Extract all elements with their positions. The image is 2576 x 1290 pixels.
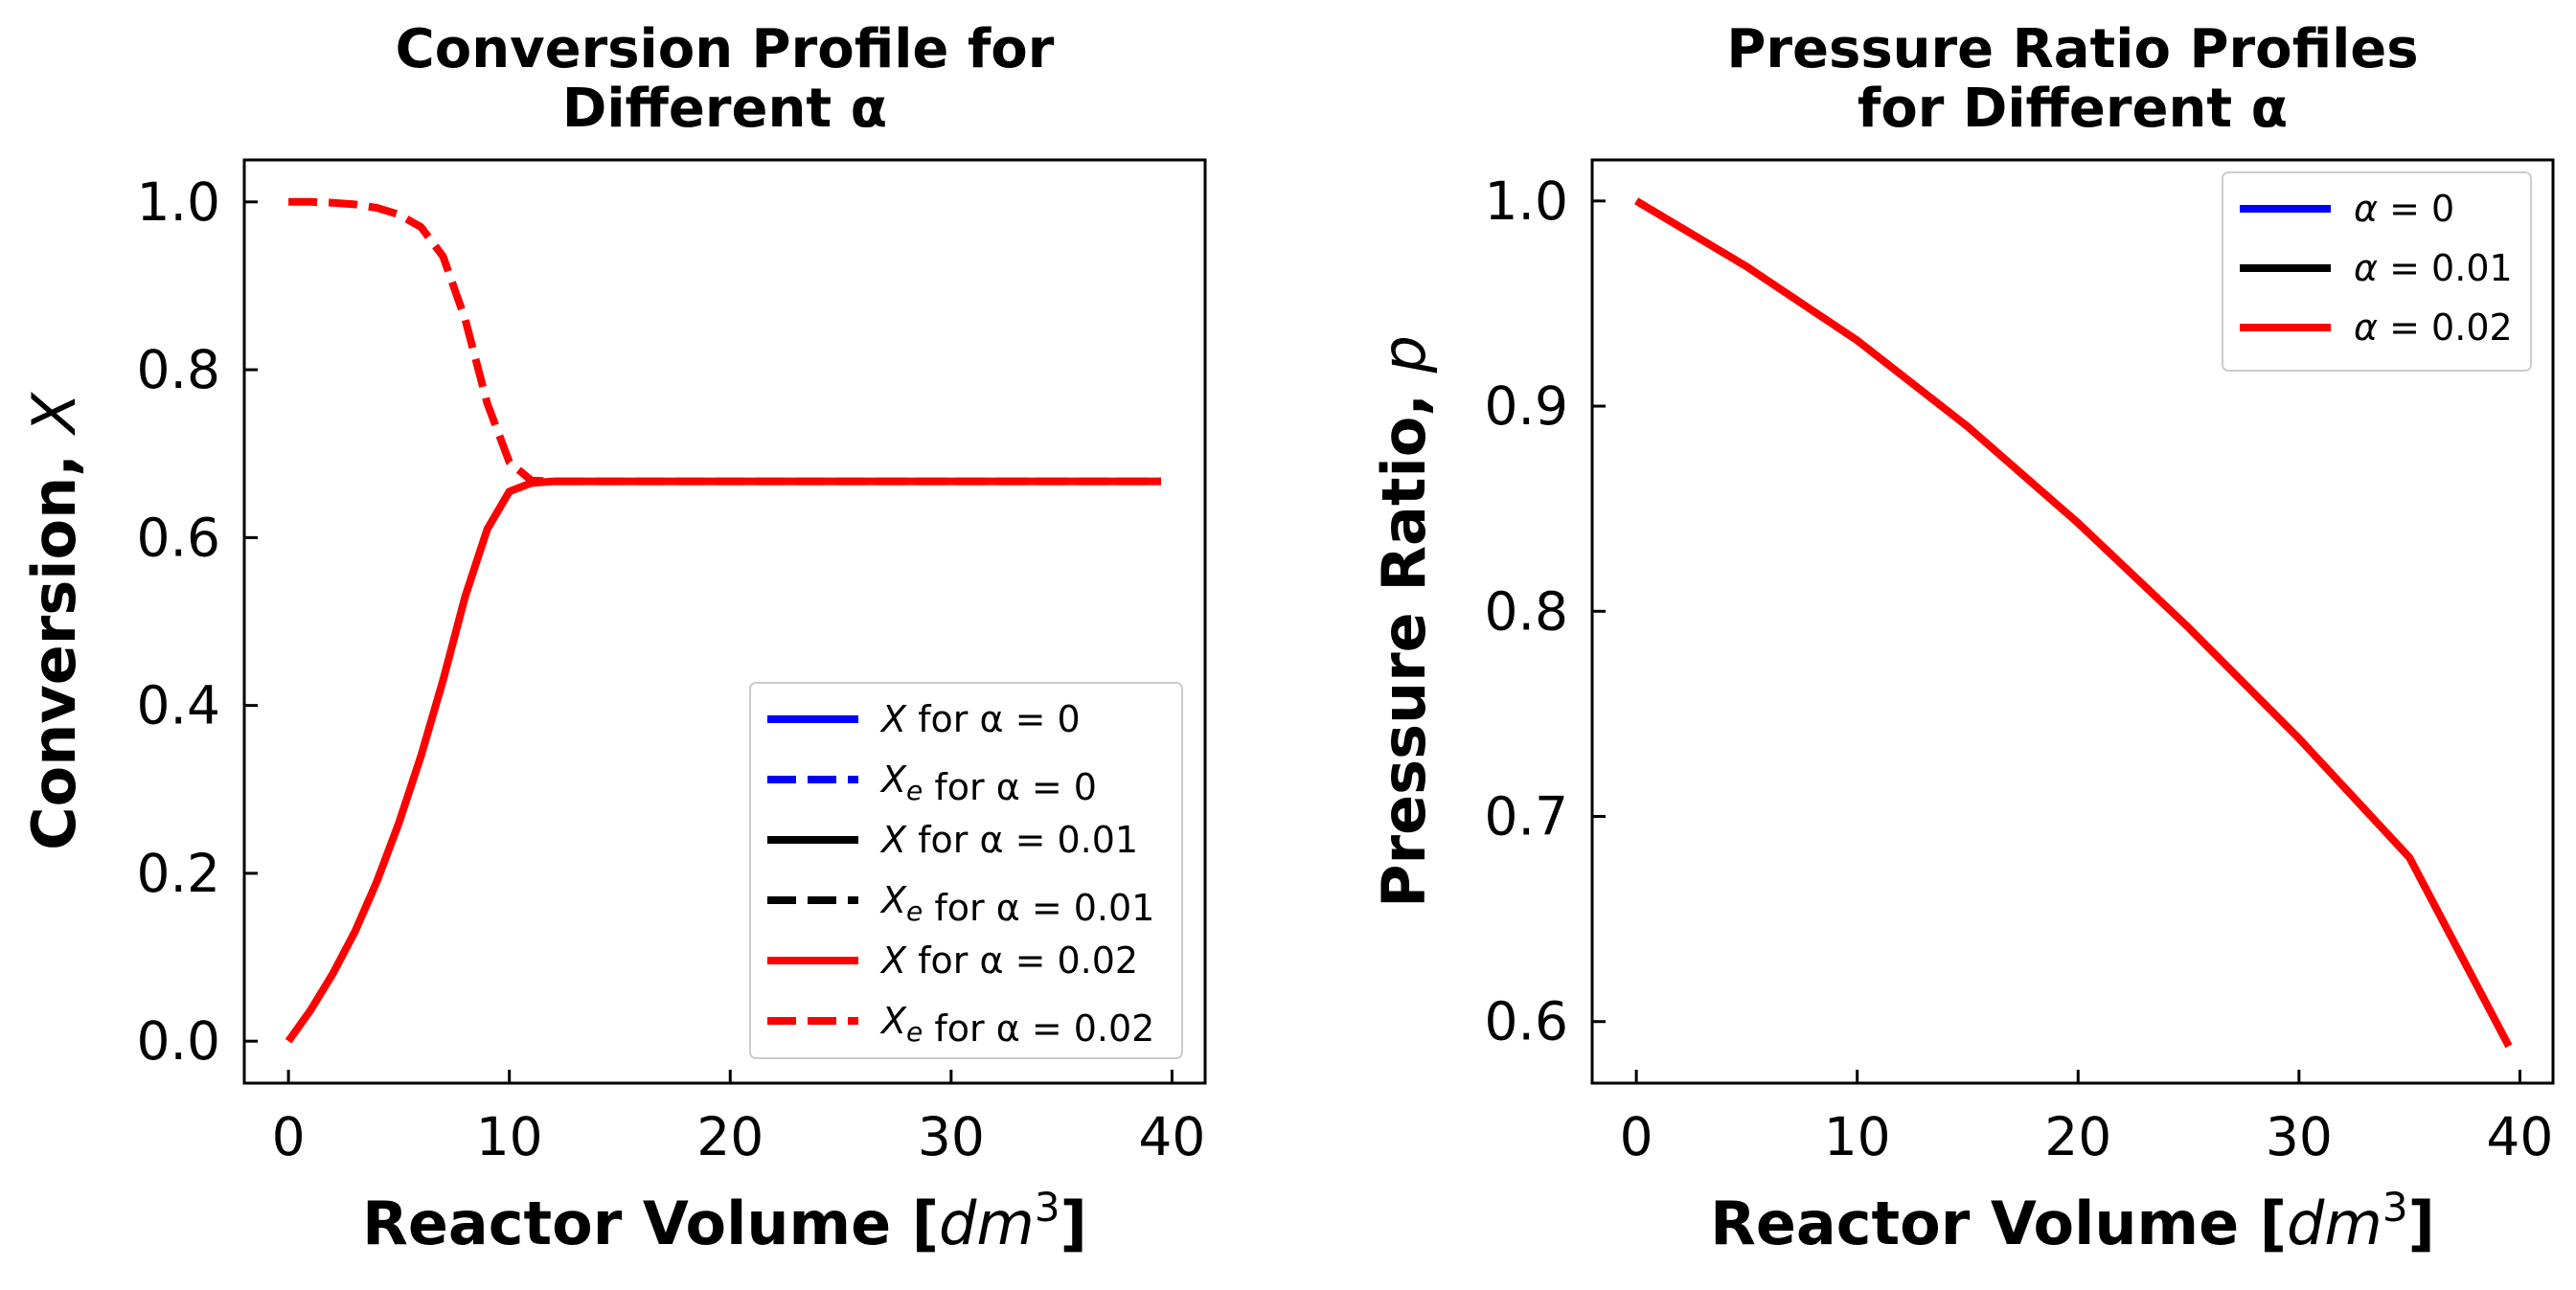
chart-title-line: Different α — [562, 78, 887, 140]
legend-label: Xe for α = 0 — [879, 758, 1097, 808]
legend-label: α = 0 — [2354, 188, 2454, 230]
x-tick-label: 30 — [2266, 1106, 2333, 1167]
plot-frame — [242, 158, 1207, 1085]
legend-label: X for α = 0.01 — [879, 819, 1138, 861]
legend-label: X for α = 0 — [879, 698, 1081, 740]
y-tick-label: 0.0 — [137, 1010, 220, 1072]
legend: α = 0 α = 0.01 α = 0.02 — [2222, 171, 2532, 372]
legend: X for α = 0 Xe for α = 0 X for α = 0.01 Xe … — [749, 682, 1183, 1059]
x-axis-label: Reactor Volume [dm3] — [362, 1184, 1087, 1258]
x-tick-label: 10 — [476, 1106, 543, 1167]
y-tick-label: 0.6 — [137, 507, 220, 568]
x-tick-label: 30 — [918, 1106, 985, 1167]
y-axis-label: Conversion, X — [19, 392, 89, 850]
legend-label: α = 0.01 — [2354, 247, 2513, 289]
legend-box — [2222, 171, 2532, 372]
chart-title-line: for Different α — [1858, 78, 2288, 140]
legend-label: α = 0.02 — [2354, 306, 2513, 349]
legend-label: Xe for α = 0.02 — [879, 1000, 1154, 1050]
y-tick-label: 0.9 — [1485, 375, 1568, 437]
y-tick-label: 0.6 — [1485, 991, 1568, 1052]
series-line-5 — [288, 197, 1161, 486]
x-tick-label: 20 — [696, 1106, 764, 1167]
y-axis-label: Pressure Ratio, p — [1369, 335, 1439, 908]
x-tick-label: 0 — [272, 1106, 306, 1167]
chart-title-line: Pressure Ratio Profiles — [1726, 18, 2418, 80]
series-line-2 — [1634, 197, 2513, 1049]
x-tick-label: 40 — [2486, 1106, 2553, 1167]
x-tick-label: 0 — [1620, 1106, 1653, 1167]
y-tick-label: 0.8 — [137, 339, 220, 400]
x-tick-label: 20 — [2044, 1106, 2111, 1167]
y-tick-label: 1.0 — [137, 171, 220, 233]
x-axis-label: Reactor Volume [dm3] — [1710, 1184, 2435, 1258]
legend-label: X for α = 0.02 — [879, 939, 1138, 982]
x-tick-label: 40 — [1138, 1106, 1205, 1167]
plot-frame — [1590, 158, 2555, 1085]
y-tick-label: 0.2 — [137, 843, 220, 904]
y-tick-label: 0.8 — [1485, 580, 1568, 642]
legend-label: Xe for α = 0.01 — [879, 879, 1154, 929]
x-tick-label: 10 — [1824, 1106, 1891, 1167]
y-tick-label: 0.7 — [1485, 786, 1568, 848]
y-tick-label: 0.4 — [137, 675, 220, 736]
y-tick-label: 1.0 — [1485, 170, 1568, 232]
chart-title-line: Conversion Profile for — [396, 18, 1055, 80]
